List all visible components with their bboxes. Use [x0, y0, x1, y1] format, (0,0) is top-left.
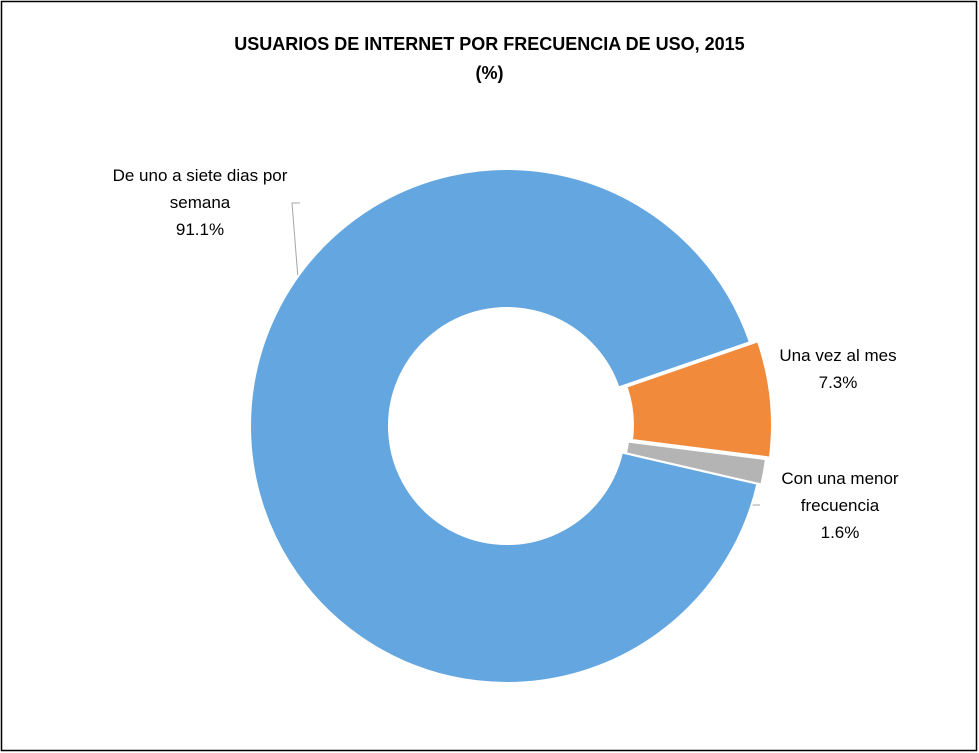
value-label: 1.6%	[820, 523, 860, 542]
value-label: 7.3%	[818, 373, 858, 392]
chart-subtitle: (%)	[475, 63, 504, 83]
category-label: De uno a siete dias por semana	[112, 166, 288, 212]
category-label: Con una menor frecuencia	[781, 469, 899, 515]
donut-slice	[625, 340, 773, 459]
donut-slice	[624, 440, 768, 486]
value-label: 91.1%	[175, 220, 225, 239]
donut-slice	[249, 167, 759, 684]
category-label: Una vez al mes	[779, 346, 897, 365]
chart-title: USUARIOS DE INTERNET POR FRECUENCIA DE U…	[234, 34, 745, 54]
